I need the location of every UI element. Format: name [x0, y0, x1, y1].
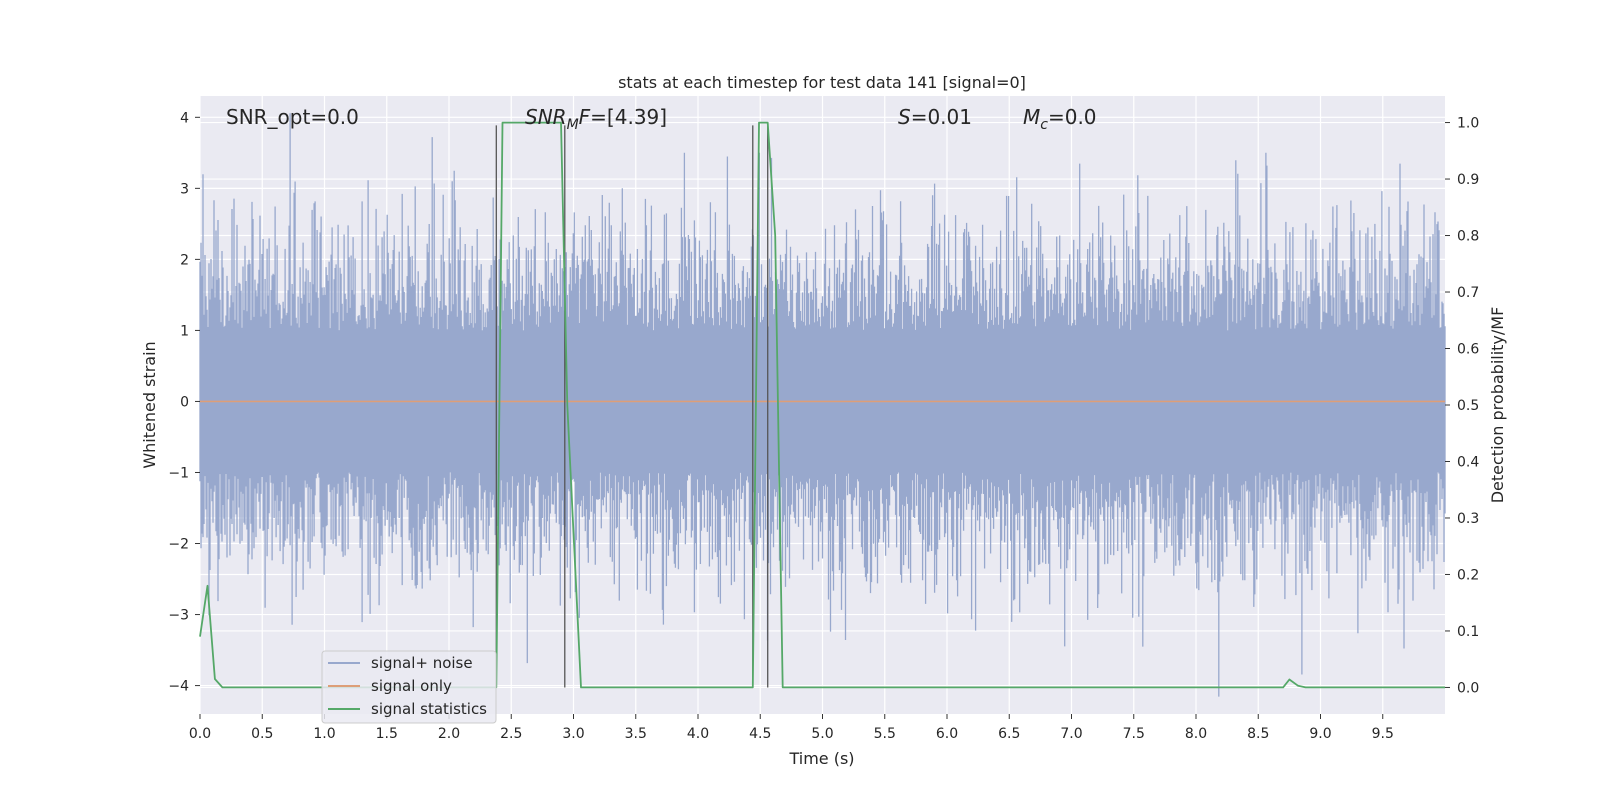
x-axis-label: Time (s): [788, 749, 854, 768]
y-tick-label-left: −4: [168, 679, 189, 695]
stats-layer: [199, 121, 1445, 689]
x-tick-label: 5.0: [811, 726, 833, 742]
y-tick-label-right: 0.5: [1457, 398, 1479, 414]
annotation-snr-opt: SNR_opt=0.0: [226, 105, 359, 129]
x-tick-label: 0.0: [189, 726, 211, 742]
y-axis-label-left: Whitened strain: [140, 341, 159, 468]
y-axis-label-right: Detection probability/MF: [1488, 307, 1507, 504]
y-tick-label-right: 0.4: [1457, 454, 1479, 470]
y-tick-label-right: 0.0: [1457, 680, 1479, 696]
annotation-s: S=0.01: [898, 105, 972, 129]
y-tick-label-left: 4: [180, 110, 189, 126]
x-tick-label: 8.5: [1247, 726, 1269, 742]
mc-value: =0.0: [1048, 105, 1097, 129]
markers-layer: [495, 125, 769, 688]
y-tick-label-left: 0: [180, 394, 189, 410]
x-tick-label: 9.5: [1372, 726, 1394, 742]
y-tick-label-left: 2: [180, 252, 189, 268]
s-symbol: S: [898, 105, 911, 129]
x-tick-label: 4.0: [687, 726, 709, 742]
signal-statistics-line: [199, 121, 1445, 689]
x-tick-label: 2.5: [500, 726, 522, 742]
y-tick-label-left: −3: [168, 608, 189, 624]
x-tick-label: 2.0: [438, 726, 460, 742]
x-tick-label: 5.5: [874, 726, 896, 742]
y-tick-label-left: −1: [168, 465, 189, 481]
x-tick-label: 6.5: [998, 726, 1020, 742]
y-tick-label-right: 0.9: [1457, 172, 1479, 188]
mc-subscript: c: [1040, 117, 1048, 133]
x-tick-label: 7.0: [1060, 726, 1082, 742]
legend-label-signal: signal only: [371, 677, 452, 695]
x-tick-label: 6.0: [936, 726, 958, 742]
snr-mf-symbol-2: F: [579, 105, 591, 129]
s-value: =0.01: [911, 105, 972, 129]
annotation-mc: Mc=0.0: [1023, 105, 1097, 133]
y-tick-label-left: −2: [168, 537, 189, 553]
y-tick-label-right: 0.3: [1457, 511, 1479, 527]
legend: signal+ noise signal only signal statist…: [321, 650, 497, 724]
chart-title: stats at each timestep for test data 141…: [618, 73, 1026, 92]
x-tick-label: 0.5: [251, 726, 273, 742]
x-tick-label: 1.0: [313, 726, 335, 742]
legend-box: [321, 650, 497, 724]
y-tick-label-right: 0.6: [1457, 342, 1479, 358]
x-tick-label: 7.5: [1123, 726, 1145, 742]
mc-symbol: M: [1023, 105, 1040, 129]
x-tick-label: 8.0: [1185, 726, 1207, 742]
y-tick-label-left: 1: [180, 323, 189, 339]
x-tick-label: 1.5: [376, 726, 398, 742]
snr-mf-symbol: SNR: [525, 105, 567, 129]
y-tick-label-left: 3: [180, 181, 189, 197]
snr-mf-subscript: M: [567, 117, 579, 133]
annotation-snr-mf: SNRMF=[4.39]: [525, 105, 667, 133]
snr-mf-value: =[4.39]: [590, 105, 667, 129]
legend-label-noise: signal+ noise: [371, 654, 473, 672]
ticks-layer: 0.0 0.5 1.0 1.5 2.0 2.5 3.0 3.5 4.0 4.5 5.0 5.5 6.0 6…: [168, 110, 1479, 742]
x-tick-label: 3.0: [562, 726, 584, 742]
y-tick-label-right: 0.2: [1457, 567, 1479, 583]
y-tick-label-right: 0.8: [1457, 229, 1479, 245]
legend-label-stats: signal statistics: [371, 700, 487, 718]
y-tick-label-right: 1.0: [1457, 116, 1479, 132]
x-tick-label: 4.5: [749, 726, 771, 742]
x-tick-label: 3.5: [625, 726, 647, 742]
x-tick-label: 9.0: [1309, 726, 1331, 742]
y-tick-label-right: 0.1: [1457, 624, 1479, 640]
y-tick-label-right: 0.7: [1457, 285, 1479, 301]
